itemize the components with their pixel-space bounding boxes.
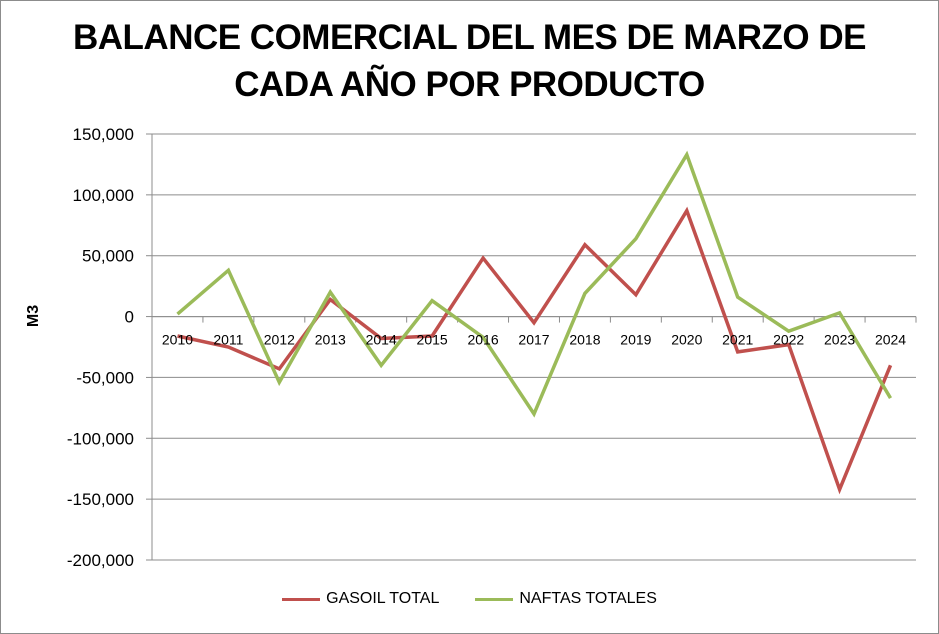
x-tick-label: 2013: [315, 332, 346, 348]
x-tick-label: 2018: [569, 332, 600, 348]
x-tick-label: 2012: [264, 332, 295, 348]
y-tick-label: 50,000: [82, 247, 134, 266]
x-tick-label: 2017: [518, 332, 549, 348]
tick-labels: 150,000 100,000 50,000 0 -50,000 -100,000 -150…: [67, 125, 906, 570]
legend-label-gasoil: GASOIL TOTAL: [326, 590, 440, 607]
legend-swatch-gasoil: [282, 597, 321, 601]
x-tick-label: 2010: [162, 332, 193, 348]
x-tick-label: 2022: [773, 332, 804, 348]
series-line-naftas: [176, 150, 893, 418]
x-tick-label: 2024: [875, 332, 906, 348]
chart-title-line-2: CADA AÑO POR PRODUCTO: [234, 65, 705, 104]
x-tick-label: 2014: [366, 332, 397, 348]
y-tick-label: 100,000: [73, 186, 134, 205]
legend-label-naftas: NAFTAS TOTALES: [519, 590, 657, 607]
axes: [146, 133, 917, 561]
legend-item-gasoil: GASOIL TOTAL: [282, 590, 439, 608]
y-tick-label: -150,000: [67, 490, 134, 509]
legend: GASOIL TOTAL NAFTAS TOTALES: [0, 590, 939, 608]
x-tick-label: 2020: [671, 332, 702, 348]
legend-swatch-naftas: [475, 597, 514, 601]
y-tick-label: -50,000: [76, 368, 134, 387]
series-line-gasoil: [177, 206, 893, 495]
x-tick-label: 2023: [824, 332, 855, 348]
x-tick-label: 2019: [620, 332, 651, 348]
x-tick-label: 2011: [213, 332, 243, 348]
x-tick-label: 2021: [722, 332, 753, 348]
x-tick-label: 2015: [417, 332, 448, 348]
y-tick-label: 150,000: [73, 125, 134, 144]
y-tick-label: 0: [125, 308, 134, 327]
y-tick-label: -100,000: [67, 429, 134, 448]
chart-title: BALANCE COMERCIAL DEL MES DE MARZO DE CA…: [0, 14, 939, 108]
y-tick-label: -200,000: [67, 551, 134, 570]
legend-item-naftas: NAFTAS TOTALES: [475, 590, 657, 608]
x-tick-label: 2016: [467, 332, 498, 348]
series-lines: [176, 150, 893, 495]
chart-title-line-1: BALANCE COMERCIAL DEL MES DE MARZO DE: [72, 18, 867, 57]
